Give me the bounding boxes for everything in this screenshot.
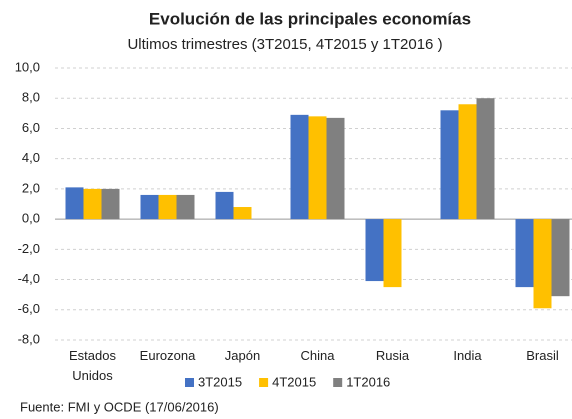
y-tick-label: 2,0 [22, 180, 40, 195]
y-tick-label: 4,0 [22, 150, 40, 165]
chart-subtitle: Ultimos trimestres (3T2015, 4T2015 y 1T2… [127, 36, 442, 53]
bar [533, 219, 552, 309]
bar [458, 104, 477, 220]
x-tick-label: Rusia [376, 348, 410, 363]
y-tick-label: 6,0 [22, 120, 40, 135]
bar [215, 191, 234, 220]
y-tick-label: 10,0 [15, 59, 40, 74]
legend-swatch [185, 378, 194, 387]
legend-swatch [259, 378, 269, 387]
x-tick-line: Rusia [376, 348, 410, 363]
bar [440, 110, 459, 220]
bar [290, 114, 309, 220]
x-tick-line: Japón [225, 348, 260, 363]
source: Fuente: FMI y OCDE (17/06/2016) [20, 399, 219, 414]
x-tick-label: Japón [225, 348, 260, 363]
bar [383, 219, 402, 288]
legend-label: 4T2015 [272, 374, 316, 389]
y-tick-label: -4,0 [18, 271, 40, 286]
x-tick-label: Eurozona [140, 348, 196, 363]
bar [176, 194, 195, 220]
bar [551, 219, 570, 297]
bar [65, 187, 84, 220]
bar [83, 188, 102, 220]
y-tick-label: -2,0 [18, 241, 40, 256]
bar [233, 207, 252, 220]
x-tick-label: Brasil [526, 348, 559, 363]
x-tick-line: Brasil [526, 348, 559, 363]
x-tick-label: Estados Unidos [69, 348, 116, 383]
chart-title: Evolución de las principales economías [149, 9, 471, 28]
x-tick-line: Eurozona [140, 348, 196, 363]
bar [158, 194, 177, 220]
bar [101, 188, 120, 220]
y-tick-label: 8,0 [22, 90, 40, 105]
y-tick-label: 0,0 [22, 211, 40, 226]
bar [365, 219, 384, 282]
bar [326, 117, 345, 220]
bar [308, 116, 327, 220]
x-tick-line: China [301, 348, 336, 363]
bar [515, 219, 534, 288]
y-tick-label: -6,0 [18, 301, 40, 316]
x-tick-label: India [453, 348, 482, 363]
x-tick-line: Estados [69, 348, 116, 363]
x-tick-line: India [453, 348, 482, 363]
x-tick-line: Unidos [72, 368, 113, 383]
y-tick-label: -8,0 [18, 331, 40, 346]
legend-label: 1T2016 [346, 374, 390, 389]
x-tick-label: China [301, 348, 336, 363]
legend-label: 3T2015 [198, 374, 242, 389]
bar [476, 98, 495, 220]
bar [140, 194, 159, 220]
legend-swatch [333, 378, 343, 387]
